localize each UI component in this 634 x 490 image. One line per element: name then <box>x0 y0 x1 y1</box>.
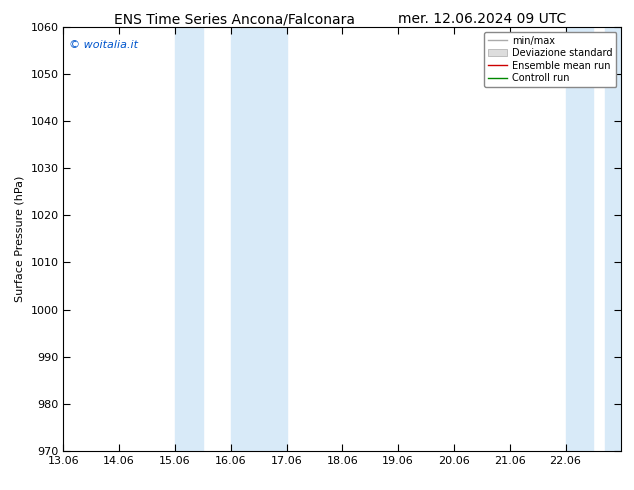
Bar <box>566 27 593 451</box>
Bar <box>231 27 287 451</box>
Bar <box>175 27 203 451</box>
Y-axis label: Surface Pressure (hPa): Surface Pressure (hPa) <box>15 176 25 302</box>
Text: © woitalia.it: © woitalia.it <box>69 40 138 49</box>
Bar <box>605 27 633 451</box>
Legend: min/max, Deviazione standard, Ensemble mean run, Controll run: min/max, Deviazione standard, Ensemble m… <box>484 32 616 87</box>
Text: ENS Time Series Ancona/Falconara: ENS Time Series Ancona/Falconara <box>114 12 355 26</box>
Text: mer. 12.06.2024 09 UTC: mer. 12.06.2024 09 UTC <box>398 12 566 26</box>
